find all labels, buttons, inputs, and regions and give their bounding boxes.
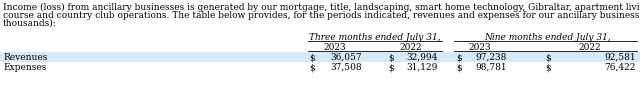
Text: 98,781: 98,781 — [476, 63, 507, 72]
Text: $: $ — [456, 53, 461, 62]
Text: course and country club operations. The table below provides, for the periods in: course and country club operations. The … — [3, 11, 640, 20]
Text: 97,238: 97,238 — [476, 53, 507, 62]
Text: $: $ — [388, 63, 394, 72]
Text: Nine months ended July 31,: Nine months ended July 31, — [484, 33, 611, 42]
Text: 92,581: 92,581 — [604, 53, 636, 62]
Text: $: $ — [456, 63, 461, 72]
Text: $: $ — [545, 63, 551, 72]
Text: $: $ — [309, 63, 315, 72]
Text: $: $ — [545, 53, 551, 62]
Text: 31,129: 31,129 — [406, 63, 438, 72]
Text: $: $ — [309, 53, 315, 62]
Text: 2022: 2022 — [400, 43, 422, 52]
Text: Income (loss) from ancillary businesses is generated by our mortgage, title, lan: Income (loss) from ancillary businesses … — [3, 3, 640, 12]
Text: 76,422: 76,422 — [605, 63, 636, 72]
Text: 36,057: 36,057 — [330, 53, 362, 62]
Text: 2022: 2022 — [579, 43, 602, 52]
Text: 32,994: 32,994 — [406, 53, 438, 62]
Text: Three months ended July 31,: Three months ended July 31, — [309, 33, 441, 42]
Text: Revenues: Revenues — [3, 53, 47, 62]
Text: 37,508: 37,508 — [330, 63, 362, 72]
Text: 2023: 2023 — [468, 43, 492, 52]
Text: thousands):: thousands): — [3, 19, 57, 28]
Text: Expenses: Expenses — [3, 63, 46, 72]
Text: $: $ — [388, 53, 394, 62]
Text: 2023: 2023 — [324, 43, 346, 52]
